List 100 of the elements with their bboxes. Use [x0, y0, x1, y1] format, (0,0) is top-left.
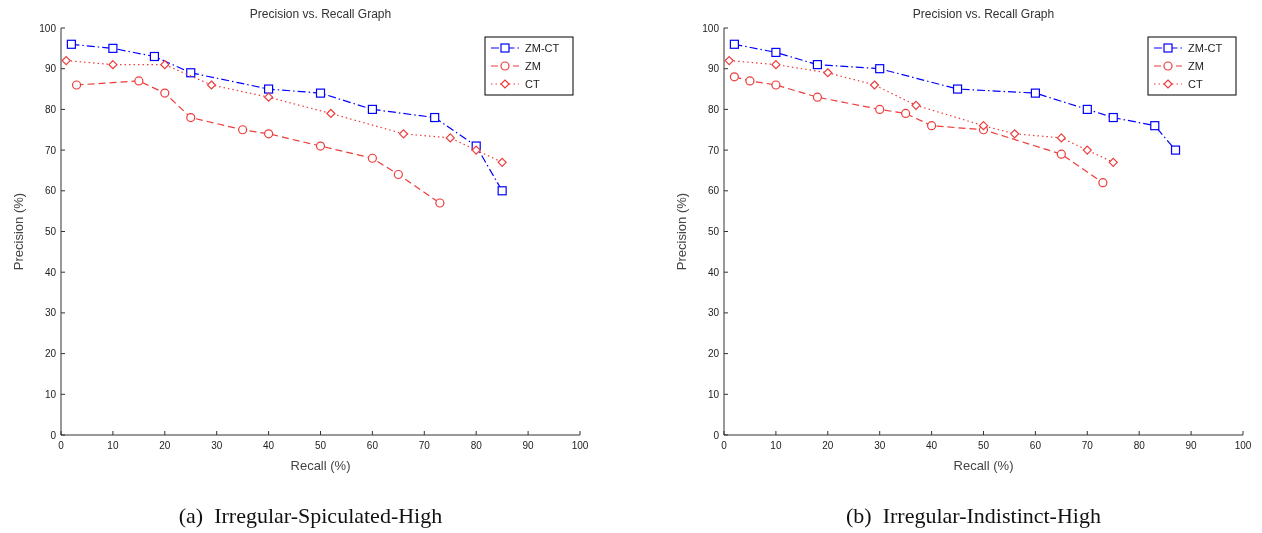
x-tick-label: 100 — [571, 440, 589, 451]
x-tick-label: 60 — [1029, 440, 1042, 451]
chart-title: Precision vs. Recall Graph — [249, 7, 392, 21]
point — [1082, 104, 1092, 114]
point — [1056, 133, 1066, 143]
y-tick-label: 10 — [707, 388, 720, 400]
y-tick-label: 100 — [39, 22, 57, 34]
x-tick-label: 100 — [1234, 440, 1252, 451]
point — [264, 84, 274, 94]
point — [497, 157, 507, 167]
x-tick-label: 90 — [1185, 440, 1198, 451]
x-tick-label: 0 — [721, 440, 728, 451]
x-tick-label: 30 — [874, 440, 886, 451]
y-tick-label: 70 — [44, 144, 57, 156]
point — [315, 141, 326, 151]
x-tick-label: 90 — [522, 440, 535, 451]
point — [160, 60, 170, 70]
point — [1108, 112, 1118, 123]
y-tick-label: 40 — [707, 266, 720, 278]
x-axis-title: Recall (%) — [953, 458, 1014, 473]
point — [812, 60, 823, 70]
point — [771, 80, 781, 90]
point — [186, 112, 196, 123]
y-tick-label: 30 — [44, 307, 57, 319]
y-tick-label: 100 — [702, 22, 720, 34]
point — [108, 43, 118, 53]
y-tick-label: 40 — [44, 266, 57, 278]
point — [812, 92, 823, 102]
legend-label: ZM — [1188, 60, 1204, 72]
point — [326, 108, 336, 119]
point — [1056, 149, 1066, 159]
chart-title: Precision vs. Recall Graph — [912, 7, 1055, 21]
point — [264, 129, 274, 139]
point — [724, 55, 734, 66]
y-tick-label: 30 — [707, 307, 720, 319]
point — [901, 108, 911, 119]
point — [497, 186, 507, 196]
text: (b) Irregular-Indistinct-High — [846, 503, 1101, 528]
x-tick-label: 10 — [107, 440, 119, 451]
point — [978, 121, 989, 131]
point — [445, 133, 455, 143]
point — [1082, 145, 1092, 155]
y-tick-label: 70 — [707, 144, 720, 156]
point — [238, 125, 248, 135]
point — [435, 198, 445, 208]
point — [771, 47, 781, 58]
legend-label: CT — [525, 78, 540, 90]
point — [186, 68, 196, 78]
y-tick-label: 0 — [713, 429, 720, 441]
point — [729, 39, 739, 49]
y-tick-label: 10 — [44, 388, 57, 400]
point — [1098, 178, 1108, 188]
x-tick-label: 40 — [926, 440, 938, 451]
point — [952, 84, 963, 94]
point — [398, 129, 409, 139]
y-tick-label: 20 — [44, 348, 57, 360]
x-tick-label: 70 — [1081, 440, 1094, 451]
point — [1030, 88, 1040, 98]
x-axis-title: Recall (%) — [290, 458, 351, 473]
point — [911, 100, 921, 110]
point — [315, 88, 326, 98]
point — [869, 80, 880, 90]
x-tick-label: 50 — [977, 440, 990, 451]
point — [771, 60, 781, 70]
legend-label: ZM-CT — [525, 42, 560, 54]
x-tick-label: 10 — [770, 440, 782, 451]
point — [264, 92, 274, 102]
point — [367, 104, 377, 114]
text: (a) Irregular-Spiculated-High — [178, 503, 443, 528]
point — [823, 68, 833, 78]
y-tick-label: 60 — [707, 185, 720, 197]
y-tick-label: 60 — [44, 185, 57, 197]
x-tick-label: 70 — [418, 440, 431, 451]
point — [149, 51, 160, 62]
point — [1010, 129, 1020, 139]
point — [393, 169, 403, 180]
point — [430, 112, 440, 123]
point — [875, 64, 885, 74]
point — [1108, 157, 1118, 167]
y-tick-label: 80 — [44, 103, 57, 115]
y-tick-label: 50 — [707, 226, 720, 237]
point — [471, 145, 481, 155]
x-tick-label: 0 — [58, 440, 65, 451]
point — [1170, 145, 1181, 155]
point — [61, 55, 71, 66]
point — [367, 153, 377, 163]
point — [206, 80, 217, 90]
y-axis-title: Precision (%) — [11, 192, 26, 271]
y-tick-label: 90 — [707, 63, 720, 75]
y-tick-label: 50 — [44, 226, 57, 237]
point — [71, 80, 82, 90]
x-tick-label: 80 — [470, 440, 483, 451]
y-tick-label: 20 — [707, 348, 720, 360]
y-tick-label: 80 — [707, 103, 720, 115]
point — [729, 72, 739, 82]
x-tick-label: 20 — [822, 440, 834, 451]
point — [108, 60, 118, 70]
point — [927, 121, 937, 131]
y-tick-label: 90 — [44, 63, 57, 75]
point — [134, 76, 144, 86]
